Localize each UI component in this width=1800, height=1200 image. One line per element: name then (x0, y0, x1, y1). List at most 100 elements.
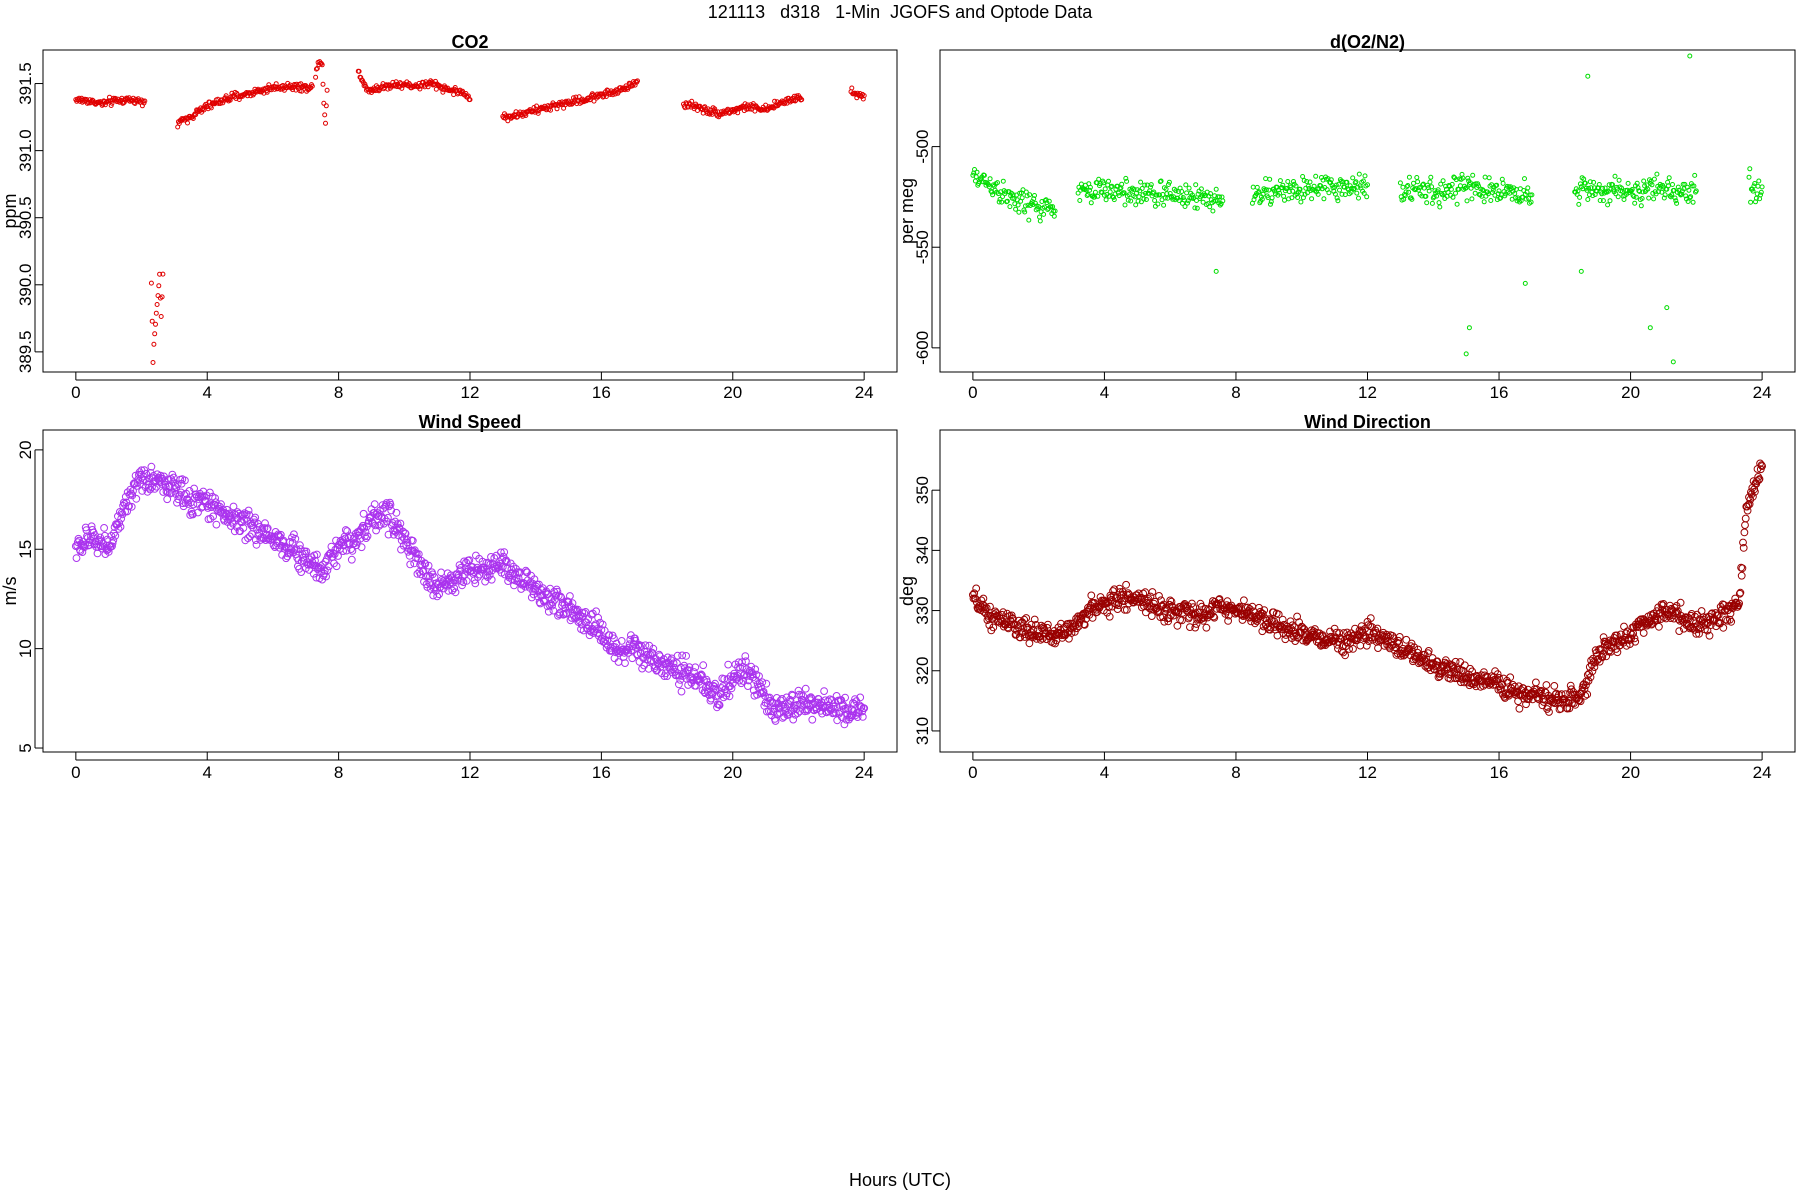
wind-direction-point (1731, 598, 1740, 607)
o2n2-point (1301, 178, 1307, 183)
wind-speed-point (851, 695, 859, 703)
o2n2-point (1428, 174, 1434, 180)
wind-speed-point (161, 483, 170, 491)
wind-direction-point (1758, 462, 1766, 471)
wind-speed-point (456, 564, 465, 572)
wind-speed-point (396, 519, 405, 528)
wind-speed-point (720, 675, 729, 683)
wind-direction-point (1456, 658, 1465, 666)
wind-speed-point (120, 500, 129, 508)
co2-ytick-label: 390.5 (16, 196, 35, 239)
wind-direction-point (1395, 633, 1404, 641)
wind-direction-point (1676, 598, 1685, 607)
wind-speed-point (789, 715, 798, 724)
wind-direction-point (1595, 657, 1604, 666)
o2n2-point (1096, 176, 1102, 182)
wind-speed-point (115, 519, 124, 527)
o2n2-point (1646, 195, 1652, 201)
wind-speed-point (185, 487, 194, 495)
o2n2-point (1360, 178, 1366, 184)
wind-speed-point (537, 586, 546, 594)
wind-direction-point (1576, 697, 1585, 706)
wind-direction-point (1588, 667, 1597, 676)
o2n2-point (1026, 217, 1032, 223)
co2-point (433, 86, 439, 92)
o2n2-point (1284, 186, 1290, 191)
co2-point (505, 118, 511, 124)
wind-direction-point (981, 605, 990, 613)
x-axis-caption: Hours (UTC) (849, 1170, 951, 1190)
o2n2-point (1123, 175, 1129, 181)
o2n2-point (1440, 178, 1446, 184)
o2n2-point (1355, 184, 1361, 190)
wind-direction-point (1351, 624, 1359, 633)
wind-speed-point (580, 609, 589, 618)
o2n2-point (1682, 181, 1688, 187)
o2n2-point (1336, 181, 1342, 187)
wind-speed-point (617, 637, 626, 645)
wind-speed-point (100, 524, 108, 532)
wind-speed-point (594, 613, 602, 622)
wind-direction-point (1739, 544, 1748, 552)
o2n2-point (1638, 203, 1644, 209)
wind-speed-point (832, 692, 841, 700)
wind-speed-point (450, 584, 459, 593)
co2-point (227, 97, 233, 103)
wind-direction-point (1583, 690, 1592, 699)
co2-point (849, 85, 855, 91)
wind-direction-point (1105, 612, 1114, 621)
wind-speed-point (410, 559, 419, 568)
wind-speed-point (772, 694, 781, 702)
wind-direction-point (1240, 596, 1248, 605)
o2n2-point (1148, 182, 1154, 188)
wind-speed-panel: Wind Speed m/s 0 4 8 12 16 20 24 5 10 15 20 (0, 412, 898, 782)
wind-direction-point (1330, 624, 1339, 633)
wind-direction-point (1719, 623, 1728, 632)
wind-speed-point (351, 529, 360, 538)
co2-ylabel: ppm (0, 193, 20, 228)
wind-direction-point (1020, 615, 1029, 624)
o2n2-outlier-point (1670, 359, 1676, 365)
wind-direction-point (1551, 690, 1560, 699)
o2n2-point (1267, 176, 1273, 182)
wind-speed-point (408, 536, 417, 545)
o2n2-point (1631, 194, 1637, 199)
wind-speed-point (793, 709, 802, 717)
wind-speed-point (457, 577, 466, 585)
o2n2-point (1607, 198, 1613, 204)
wind-speed-point (372, 526, 381, 535)
o2n2-point (1675, 184, 1681, 190)
o2n2-point (1304, 179, 1310, 184)
o2n2-point (1642, 183, 1648, 189)
o2n2-outlier-point (1522, 280, 1528, 286)
wind-speed-xtick-label: 4 (202, 763, 211, 782)
co2-point (159, 294, 165, 300)
co2-point (321, 100, 327, 106)
wind-direction-point (1626, 640, 1634, 648)
page-title: 121113 d318 1-Min JGOFS and Optode Data (707, 2, 1093, 22)
co2-point (153, 310, 159, 316)
o2n2-point (1576, 201, 1582, 207)
wind-speed-point (840, 720, 849, 729)
wind-direction-point (1184, 602, 1192, 610)
wind-speed-point (807, 693, 815, 702)
o2n2-point (1469, 196, 1475, 202)
wind-direction-point (1692, 630, 1701, 638)
wind-direction-point (1468, 667, 1476, 676)
o2n2-point (1044, 200, 1050, 206)
wind-direction-title: Wind Direction (1304, 412, 1431, 432)
wind-direction-point (1726, 609, 1735, 618)
wind-speed-point (487, 575, 496, 584)
wind-speed-point (735, 676, 744, 685)
o2n2-panel: d(O2/N2) per meg 0 4 8 12 16 20 24 -600 -550 -500 (897, 32, 1796, 402)
o2n2-point (1036, 204, 1042, 210)
wind-direction-plot-frame (939, 429, 1796, 753)
wind-direction-ylabel: deg (897, 576, 917, 606)
wind-speed-ytick-label: 10 (16, 639, 35, 658)
wind-direction-point (1581, 691, 1590, 700)
o2n2-point (1437, 204, 1443, 210)
o2n2-outlier-point (1664, 305, 1670, 311)
o2n2-xtick-label: 20 (1621, 383, 1640, 402)
o2n2-point (1138, 199, 1144, 205)
wind-direction-point (1223, 597, 1232, 606)
